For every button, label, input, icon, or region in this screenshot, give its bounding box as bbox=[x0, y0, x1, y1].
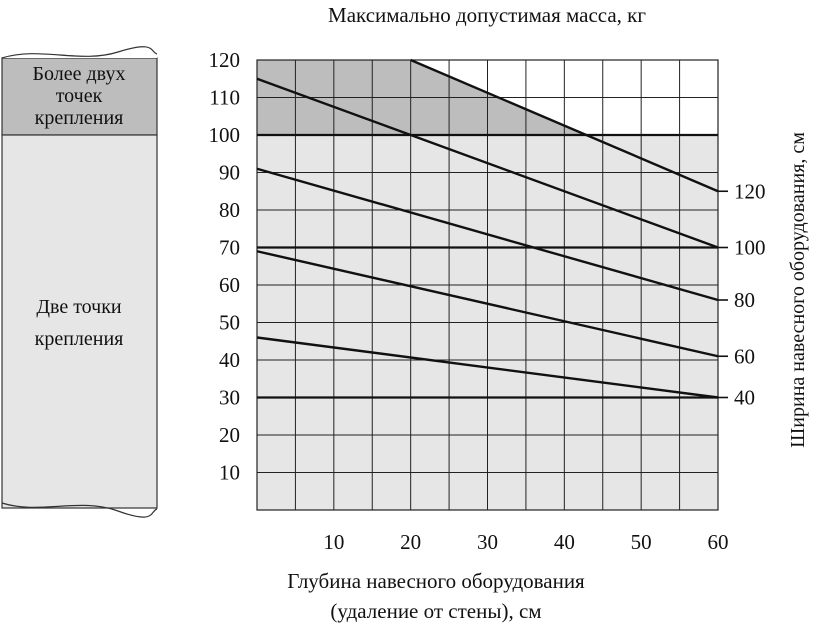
region-legend-wavy-bottom bbox=[1, 502, 158, 518]
series-line-100 bbox=[256, 77, 719, 249]
region-label-lower: Две точки крепления bbox=[35, 296, 124, 350]
y-tick-label: 100 bbox=[209, 123, 241, 147]
x-axis-ticks: 10 20 30 40 50 60 bbox=[323, 530, 728, 554]
series-label-80: 80 bbox=[734, 288, 755, 312]
series-line-120 bbox=[410, 58, 719, 193]
y-tick-label: 90 bbox=[219, 161, 240, 185]
series-line-80 bbox=[256, 167, 719, 302]
y-tick-label: 40 bbox=[219, 348, 240, 372]
series-label-40: 40 bbox=[734, 386, 755, 410]
region-legend-wavy-top-edge bbox=[1, 46, 158, 59]
x-tick-label: 20 bbox=[400, 530, 421, 554]
x-tick-label: 30 bbox=[477, 530, 498, 554]
region-legend-upper-box bbox=[1, 57, 158, 136]
x-tick-label: 50 bbox=[631, 530, 652, 554]
plot-frame bbox=[256, 59, 719, 511]
y-tick-label: 110 bbox=[209, 86, 240, 110]
x-tick-label: 10 bbox=[323, 530, 344, 554]
x-axis-label-line2: (удаление от стены), см bbox=[330, 599, 541, 623]
y-axis-ticks: 10 20 30 40 50 60 70 80 90 100 110 120 bbox=[209, 48, 241, 485]
region-label-lower-line: крепления bbox=[35, 328, 124, 350]
region-label-upper-line: Более двух bbox=[33, 63, 126, 85]
series-label-60: 60 bbox=[734, 344, 755, 368]
region-label-upper: Более двух точек крепления bbox=[33, 63, 126, 129]
region-label-upper-line: точек bbox=[56, 85, 103, 107]
y-tick-label: 30 bbox=[219, 386, 240, 410]
right-axis-label: Ширина навесного оборудования, см bbox=[787, 132, 809, 448]
y-tick-label: 80 bbox=[219, 198, 240, 222]
y-tick-label: 60 bbox=[219, 273, 240, 297]
series-label-100: 100 bbox=[734, 236, 766, 260]
series-label-120: 120 bbox=[734, 179, 766, 203]
region-legend-panel: Более двух точек крепления Две точки крепле… bbox=[1, 42, 158, 518]
region-label-lower-line: Две точки bbox=[36, 296, 122, 318]
y-tick-label: 10 bbox=[219, 461, 240, 485]
series-line-60 bbox=[256, 250, 719, 358]
x-tick-label: 40 bbox=[554, 530, 575, 554]
y-tick-label: 20 bbox=[219, 423, 240, 447]
series-line-40 bbox=[256, 336, 719, 399]
chart-title: Максимально допустимая масса, кг bbox=[328, 3, 646, 27]
region-legend-lower-box bbox=[1, 134, 158, 509]
y-tick-label: 70 bbox=[219, 236, 240, 260]
y-tick-label: 120 bbox=[209, 48, 241, 72]
region-label-upper-line: крепления bbox=[35, 107, 124, 129]
plot-area bbox=[256, 58, 719, 511]
series-width-labels: 40 60 80 100 120 bbox=[718, 179, 766, 410]
x-tick-label: 60 bbox=[708, 530, 729, 554]
x-axis-label-line1: Глубина навесного оборудования bbox=[287, 569, 585, 593]
y-tick-label: 50 bbox=[219, 311, 240, 335]
